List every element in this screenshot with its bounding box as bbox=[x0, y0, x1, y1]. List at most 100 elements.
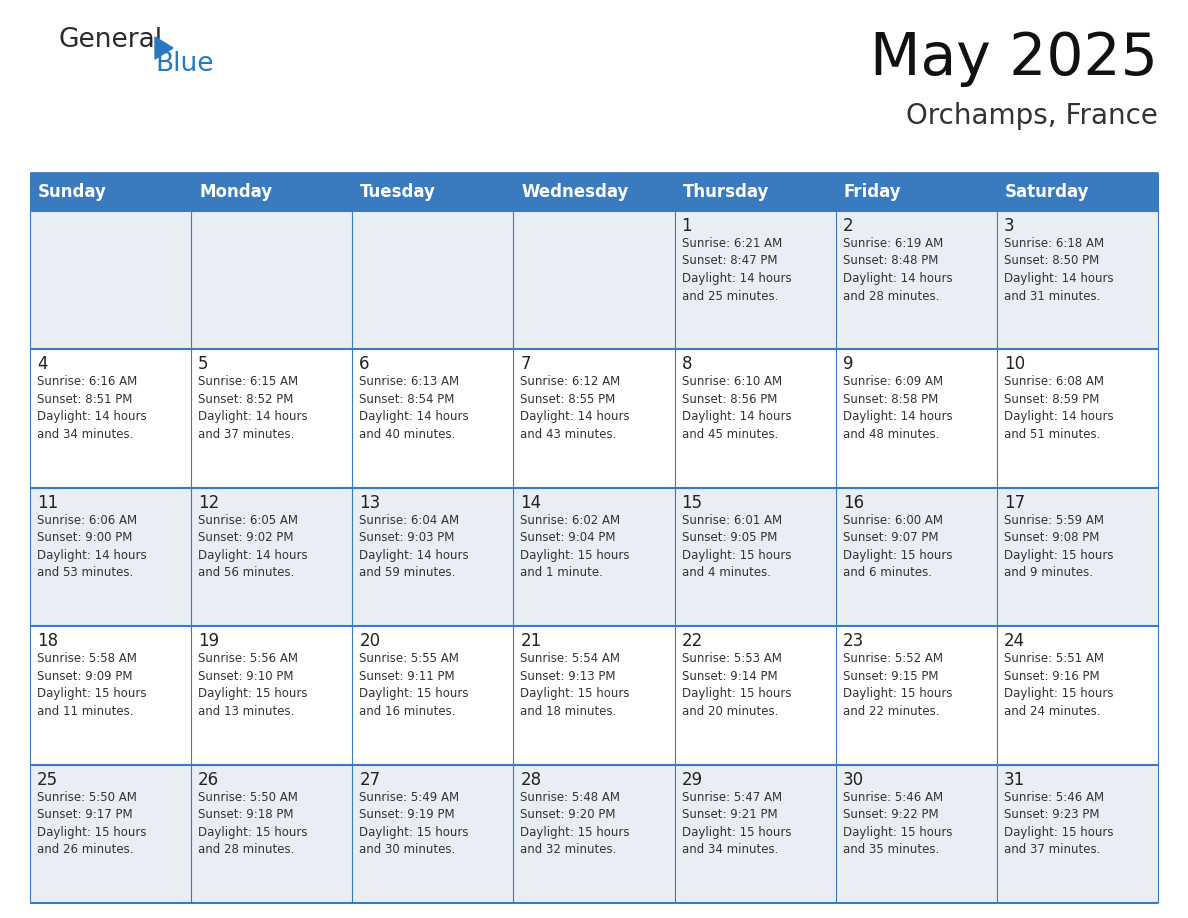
Bar bbox=[353, 350, 513, 487]
Text: Sunrise: 6:09 AM
Sunset: 8:58 PM
Daylight: 14 hours
and 48 minutes.: Sunrise: 6:09 AM Sunset: 8:58 PM Dayligh… bbox=[842, 375, 953, 441]
Text: Sunrise: 5:56 AM
Sunset: 9:10 PM
Daylight: 15 hours
and 13 minutes.: Sunrise: 5:56 AM Sunset: 9:10 PM Dayligh… bbox=[198, 652, 308, 718]
Bar bbox=[353, 487, 513, 626]
Bar bbox=[675, 211, 835, 350]
Text: Sunrise: 5:50 AM
Sunset: 9:18 PM
Daylight: 15 hours
and 28 minutes.: Sunrise: 5:50 AM Sunset: 9:18 PM Dayligh… bbox=[198, 790, 308, 856]
Text: 6: 6 bbox=[359, 355, 369, 374]
Polygon shape bbox=[154, 37, 173, 59]
Bar bbox=[675, 765, 835, 903]
Text: 1: 1 bbox=[682, 217, 693, 235]
Text: Thursday: Thursday bbox=[683, 183, 769, 201]
Text: Sunrise: 6:08 AM
Sunset: 8:59 PM
Daylight: 14 hours
and 51 minutes.: Sunrise: 6:08 AM Sunset: 8:59 PM Dayligh… bbox=[1004, 375, 1113, 441]
Text: Sunrise: 6:15 AM
Sunset: 8:52 PM
Daylight: 14 hours
and 37 minutes.: Sunrise: 6:15 AM Sunset: 8:52 PM Dayligh… bbox=[198, 375, 308, 441]
Text: 7: 7 bbox=[520, 355, 531, 374]
Text: Sunrise: 5:54 AM
Sunset: 9:13 PM
Daylight: 15 hours
and 18 minutes.: Sunrise: 5:54 AM Sunset: 9:13 PM Dayligh… bbox=[520, 652, 630, 718]
Text: Sunrise: 6:21 AM
Sunset: 8:47 PM
Daylight: 14 hours
and 25 minutes.: Sunrise: 6:21 AM Sunset: 8:47 PM Dayligh… bbox=[682, 237, 791, 303]
Bar bbox=[30, 765, 191, 903]
Text: 13: 13 bbox=[359, 494, 380, 512]
Text: 18: 18 bbox=[37, 633, 58, 650]
Bar bbox=[353, 211, 513, 350]
Text: Sunrise: 5:53 AM
Sunset: 9:14 PM
Daylight: 15 hours
and 20 minutes.: Sunrise: 5:53 AM Sunset: 9:14 PM Dayligh… bbox=[682, 652, 791, 718]
Text: Sunrise: 5:46 AM
Sunset: 9:23 PM
Daylight: 15 hours
and 37 minutes.: Sunrise: 5:46 AM Sunset: 9:23 PM Dayligh… bbox=[1004, 790, 1113, 856]
Bar bbox=[675, 626, 835, 765]
Text: Sunrise: 5:52 AM
Sunset: 9:15 PM
Daylight: 15 hours
and 22 minutes.: Sunrise: 5:52 AM Sunset: 9:15 PM Dayligh… bbox=[842, 652, 953, 718]
Text: 27: 27 bbox=[359, 770, 380, 789]
Bar bbox=[191, 487, 353, 626]
Bar bbox=[835, 211, 997, 350]
Bar bbox=[835, 487, 997, 626]
Text: 23: 23 bbox=[842, 633, 864, 650]
Text: Sunrise: 5:46 AM
Sunset: 9:22 PM
Daylight: 15 hours
and 35 minutes.: Sunrise: 5:46 AM Sunset: 9:22 PM Dayligh… bbox=[842, 790, 953, 856]
Text: 8: 8 bbox=[682, 355, 693, 374]
Text: 21: 21 bbox=[520, 633, 542, 650]
Bar bbox=[835, 626, 997, 765]
Text: Sunrise: 6:04 AM
Sunset: 9:03 PM
Daylight: 14 hours
and 59 minutes.: Sunrise: 6:04 AM Sunset: 9:03 PM Dayligh… bbox=[359, 514, 469, 579]
Text: 22: 22 bbox=[682, 633, 703, 650]
Bar bbox=[835, 765, 997, 903]
Text: 31: 31 bbox=[1004, 770, 1025, 789]
Text: 4: 4 bbox=[37, 355, 48, 374]
Text: 14: 14 bbox=[520, 494, 542, 512]
Text: Sunrise: 5:58 AM
Sunset: 9:09 PM
Daylight: 15 hours
and 11 minutes.: Sunrise: 5:58 AM Sunset: 9:09 PM Dayligh… bbox=[37, 652, 146, 718]
Bar bbox=[30, 487, 191, 626]
Bar bbox=[997, 350, 1158, 487]
Bar bbox=[513, 765, 675, 903]
Text: 12: 12 bbox=[198, 494, 220, 512]
Bar bbox=[513, 626, 675, 765]
Text: 30: 30 bbox=[842, 770, 864, 789]
Bar bbox=[513, 487, 675, 626]
Bar bbox=[997, 487, 1158, 626]
Bar bbox=[30, 350, 191, 487]
Text: Friday: Friday bbox=[843, 183, 902, 201]
Text: Monday: Monday bbox=[200, 183, 272, 201]
Bar bbox=[675, 487, 835, 626]
Text: 11: 11 bbox=[37, 494, 58, 512]
Text: Sunrise: 5:51 AM
Sunset: 9:16 PM
Daylight: 15 hours
and 24 minutes.: Sunrise: 5:51 AM Sunset: 9:16 PM Dayligh… bbox=[1004, 652, 1113, 718]
Bar bbox=[191, 626, 353, 765]
Text: Sunrise: 6:01 AM
Sunset: 9:05 PM
Daylight: 15 hours
and 4 minutes.: Sunrise: 6:01 AM Sunset: 9:05 PM Dayligh… bbox=[682, 514, 791, 579]
Text: Sunrise: 6:00 AM
Sunset: 9:07 PM
Daylight: 15 hours
and 6 minutes.: Sunrise: 6:00 AM Sunset: 9:07 PM Dayligh… bbox=[842, 514, 953, 579]
Text: Sunrise: 5:49 AM
Sunset: 9:19 PM
Daylight: 15 hours
and 30 minutes.: Sunrise: 5:49 AM Sunset: 9:19 PM Dayligh… bbox=[359, 790, 469, 856]
Text: 28: 28 bbox=[520, 770, 542, 789]
Text: Sunrise: 6:02 AM
Sunset: 9:04 PM
Daylight: 15 hours
and 1 minute.: Sunrise: 6:02 AM Sunset: 9:04 PM Dayligh… bbox=[520, 514, 630, 579]
Text: Sunrise: 5:55 AM
Sunset: 9:11 PM
Daylight: 15 hours
and 16 minutes.: Sunrise: 5:55 AM Sunset: 9:11 PM Dayligh… bbox=[359, 652, 469, 718]
Text: Tuesday: Tuesday bbox=[360, 183, 436, 201]
Text: Sunrise: 6:16 AM
Sunset: 8:51 PM
Daylight: 14 hours
and 34 minutes.: Sunrise: 6:16 AM Sunset: 8:51 PM Dayligh… bbox=[37, 375, 146, 441]
Text: 17: 17 bbox=[1004, 494, 1025, 512]
Text: 15: 15 bbox=[682, 494, 702, 512]
Text: 24: 24 bbox=[1004, 633, 1025, 650]
Text: 3: 3 bbox=[1004, 217, 1015, 235]
Text: 9: 9 bbox=[842, 355, 853, 374]
Text: Sunrise: 6:19 AM
Sunset: 8:48 PM
Daylight: 14 hours
and 28 minutes.: Sunrise: 6:19 AM Sunset: 8:48 PM Dayligh… bbox=[842, 237, 953, 303]
Bar bbox=[353, 626, 513, 765]
Text: 5: 5 bbox=[198, 355, 209, 374]
Text: Sunrise: 6:18 AM
Sunset: 8:50 PM
Daylight: 14 hours
and 31 minutes.: Sunrise: 6:18 AM Sunset: 8:50 PM Dayligh… bbox=[1004, 237, 1113, 303]
Text: 26: 26 bbox=[198, 770, 220, 789]
Text: Sunrise: 6:13 AM
Sunset: 8:54 PM
Daylight: 14 hours
and 40 minutes.: Sunrise: 6:13 AM Sunset: 8:54 PM Dayligh… bbox=[359, 375, 469, 441]
Bar bbox=[513, 211, 675, 350]
Bar bbox=[191, 350, 353, 487]
Text: 19: 19 bbox=[198, 633, 220, 650]
Text: 16: 16 bbox=[842, 494, 864, 512]
Text: May 2025: May 2025 bbox=[870, 30, 1158, 87]
Text: Sunrise: 6:12 AM
Sunset: 8:55 PM
Daylight: 14 hours
and 43 minutes.: Sunrise: 6:12 AM Sunset: 8:55 PM Dayligh… bbox=[520, 375, 630, 441]
Bar bbox=[513, 350, 675, 487]
Bar bbox=[835, 350, 997, 487]
Bar bbox=[30, 173, 1158, 211]
Text: Saturday: Saturday bbox=[1005, 183, 1089, 201]
Bar bbox=[675, 350, 835, 487]
Text: Sunrise: 5:50 AM
Sunset: 9:17 PM
Daylight: 15 hours
and 26 minutes.: Sunrise: 5:50 AM Sunset: 9:17 PM Dayligh… bbox=[37, 790, 146, 856]
Text: 10: 10 bbox=[1004, 355, 1025, 374]
Bar bbox=[191, 211, 353, 350]
Bar bbox=[997, 211, 1158, 350]
Bar bbox=[30, 211, 191, 350]
Text: Sunrise: 5:47 AM
Sunset: 9:21 PM
Daylight: 15 hours
and 34 minutes.: Sunrise: 5:47 AM Sunset: 9:21 PM Dayligh… bbox=[682, 790, 791, 856]
Text: Sunrise: 6:05 AM
Sunset: 9:02 PM
Daylight: 14 hours
and 56 minutes.: Sunrise: 6:05 AM Sunset: 9:02 PM Dayligh… bbox=[198, 514, 308, 579]
Bar bbox=[997, 765, 1158, 903]
Text: 29: 29 bbox=[682, 770, 702, 789]
Text: Sunrise: 6:06 AM
Sunset: 9:00 PM
Daylight: 14 hours
and 53 minutes.: Sunrise: 6:06 AM Sunset: 9:00 PM Dayligh… bbox=[37, 514, 146, 579]
Text: Sunday: Sunday bbox=[38, 183, 107, 201]
Bar bbox=[191, 765, 353, 903]
Bar bbox=[353, 765, 513, 903]
Text: 2: 2 bbox=[842, 217, 853, 235]
Text: General: General bbox=[58, 27, 162, 53]
